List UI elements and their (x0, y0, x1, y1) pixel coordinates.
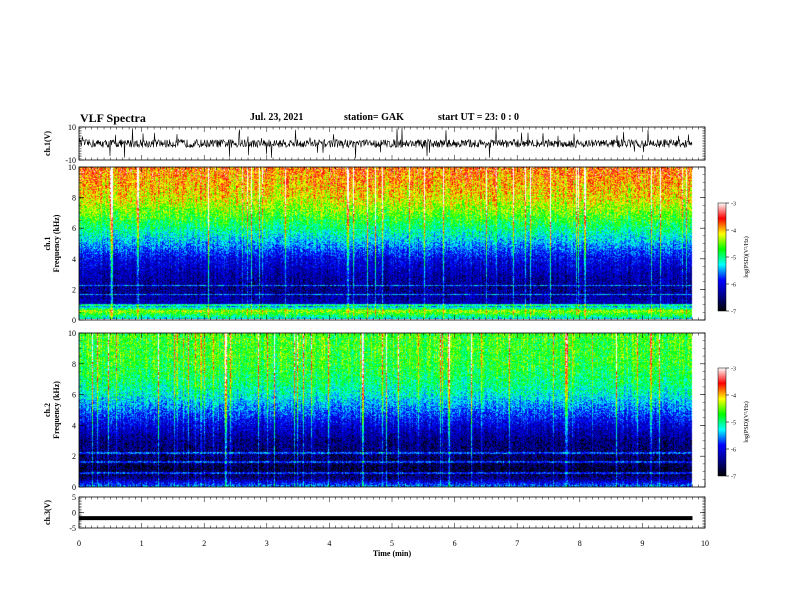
y-tick-label: 8 (72, 360, 76, 369)
y-tick-label: 0 (72, 483, 76, 492)
x-tick-label: 6 (453, 539, 457, 548)
y-tick-label: 2 (72, 452, 76, 461)
colorbar-tick-label: -5 (731, 256, 736, 262)
y-tick-label: 5 (72, 493, 76, 502)
colorbar-tick-label: -6 (731, 448, 736, 454)
start-time-label: start UT = 23: 0 : 0 (438, 112, 520, 123)
y-tick-label: 2 (72, 285, 76, 294)
y-tick-label: 4 (72, 255, 76, 264)
colorbar-label: log(PSD)(V²/Hz) (743, 401, 750, 442)
colorbar-tick-label: -5 (731, 421, 736, 427)
x-tick-label: 7 (515, 539, 519, 548)
y-tick-label: 6 (72, 224, 76, 233)
y-tick-label: 8 (72, 194, 76, 203)
date-label: Jul. 23, 2021 (250, 112, 304, 123)
x-tick-label: 3 (265, 539, 269, 548)
station-label: station= GAK (344, 112, 404, 123)
colorbar-tick-label: -4 (731, 229, 736, 235)
y-tick-label: 10 (68, 163, 76, 172)
colorbar-2 (717, 367, 727, 477)
x-tick-label: 9 (640, 539, 644, 548)
panel-channel-label: ch.1 (43, 237, 52, 251)
colorbar-tick-label: -6 (731, 283, 736, 289)
ch2-spectrogram-image (79, 333, 693, 487)
y-tick-label: 10 (68, 123, 76, 132)
colorbar-tick-label: -3 (731, 367, 736, 373)
y-axis-label: Frequency (kHz) (52, 381, 61, 439)
x-tick-label: 8 (578, 539, 582, 548)
x-axis-label: Time (min) (373, 549, 412, 558)
y-axis-label: ch.1(V) (43, 131, 52, 156)
chart-title: VLF Spectra (80, 111, 146, 125)
ch1-spectrogram-image (79, 167, 693, 319)
y-tick-label: -5 (69, 524, 76, 533)
y-tick-label: 0 (72, 316, 76, 325)
x-tick-label: 0 (77, 539, 81, 548)
x-tick-label: 2 (202, 539, 206, 548)
colorbar-1 (717, 202, 727, 312)
y-axis-label: ch.3(V) (43, 500, 52, 525)
y-tick-label: 4 (72, 421, 76, 430)
panel-frame-2 (78, 332, 706, 488)
ch1-waveform-trace (78, 126, 693, 159)
y-tick-label: 10 (68, 329, 76, 338)
y-tick-label: 6 (72, 391, 76, 400)
panel-frame-1 (78, 166, 706, 321)
x-tick-label: 1 (140, 539, 144, 548)
x-tick-label: 5 (390, 539, 394, 548)
y-tick-label: 0 (72, 509, 76, 518)
colorbar-tick-label: -4 (731, 394, 736, 400)
panel-channel-label: ch.2 (43, 403, 52, 417)
y-axis-label: Frequency (kHz) (52, 214, 61, 272)
x-tick-label: 4 (327, 539, 331, 548)
colorbar-label: log(PSD)(V²/Hz) (743, 236, 750, 277)
colorbar-tick-label: -7 (731, 310, 736, 316)
colorbar-tick-label: -3 (731, 202, 736, 208)
x-tick-label: 10 (701, 539, 709, 548)
y-tick-label: -10 (65, 156, 76, 165)
colorbar-tick-label: -7 (731, 475, 736, 481)
